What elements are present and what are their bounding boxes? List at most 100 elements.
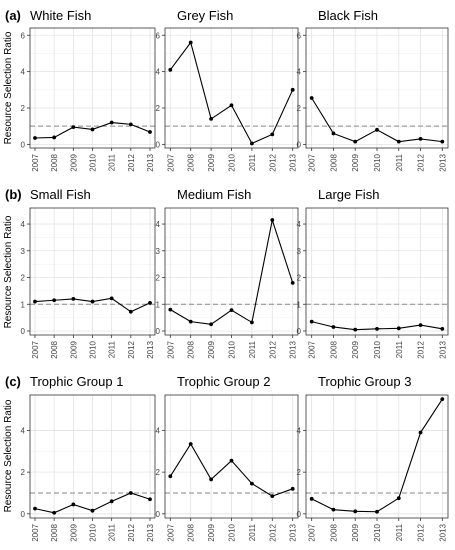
x-tick-label: 2012 — [127, 340, 136, 358]
x-tick-label: 2008 — [187, 523, 196, 541]
x-tick-label: 2012 — [417, 340, 426, 358]
data-point — [309, 319, 314, 324]
y-tick-label: 6 — [21, 31, 26, 40]
x-tick-label: 2011 — [395, 523, 404, 541]
y-tick-label: 0 — [156, 140, 161, 149]
data-point — [249, 141, 254, 146]
y-tick-label: 2 — [297, 104, 302, 113]
x-tick-label: 2012 — [127, 523, 136, 541]
data-point — [331, 325, 336, 329]
data-point — [90, 299, 95, 304]
data-point — [128, 309, 133, 314]
x-tick-label: 2011 — [108, 523, 117, 541]
data-point — [375, 127, 379, 132]
data-point — [418, 430, 423, 435]
panel-trophic-group-1: 0 2 4 2007 2008 2009 2010 2011 2012 2013 (c) Trophi… — [5, 374, 156, 542]
data-point — [128, 491, 133, 495]
x-tick-label: 2007 — [31, 340, 40, 358]
data-point — [396, 496, 401, 501]
row-label: (b) — [5, 187, 22, 202]
y-tick-label: 4 — [21, 220, 26, 229]
y-tick-label: 2 — [21, 104, 26, 113]
data-point — [440, 397, 445, 402]
data-point — [353, 509, 358, 514]
data-point — [148, 497, 152, 502]
x-tick-label: 2010 — [89, 523, 98, 541]
x-tick-label: 2008 — [329, 340, 338, 358]
panel-black-fish: 0 2 4 6 2007 2008 2009 2010 2011 2012 2013 Black Fi… — [297, 8, 449, 172]
data-point — [209, 322, 214, 327]
data-point — [418, 137, 423, 141]
panel-trophic-group-2: 0 2 4 2007 2008 2009 2010 2011 2012 2013 Trophic G… — [156, 374, 299, 542]
x-tick-label: 2012 — [268, 153, 277, 171]
data-point — [249, 481, 254, 486]
x-tick-label: 2008 — [50, 153, 59, 171]
y-tick-label: 6 — [156, 31, 161, 40]
y-tick-label: 4 — [156, 426, 161, 435]
data-point — [249, 320, 254, 325]
data-point — [168, 307, 173, 312]
x-tick-label: 2009 — [207, 153, 216, 171]
data-point — [168, 474, 173, 479]
y-tick-label: 2 — [156, 274, 161, 283]
panel-title: Small Fish — [30, 187, 91, 202]
y-tick-label: 4 — [297, 220, 302, 229]
x-tick-label: 2008 — [50, 340, 59, 358]
data-point — [109, 499, 114, 504]
y-tick-label: 4 — [156, 68, 161, 77]
y-tick-label: 6 — [297, 31, 302, 40]
x-tick-label: 2009 — [351, 153, 360, 171]
data-point — [71, 125, 76, 129]
y-tick-label: 3 — [156, 247, 161, 256]
x-tick-label: 2008 — [187, 153, 196, 171]
data-point — [396, 139, 401, 144]
data-point — [418, 323, 423, 328]
y-tick-label: 4 — [21, 426, 26, 435]
x-tick-label: 2008 — [50, 523, 59, 541]
y-tick-label: 3 — [297, 247, 302, 256]
data-point — [290, 486, 295, 491]
panel-trophic-group-3: 0 2 4 2007 2008 2009 2010 2011 2012 2013 Trophic G… — [297, 374, 449, 542]
data-point — [109, 296, 114, 301]
data-point — [33, 136, 37, 140]
panel-title: Large Fish — [318, 187, 379, 202]
x-tick-label: 2012 — [268, 523, 277, 541]
panel-grey-fish: 0 2 4 6 2007 2008 2009 2010 2011 2012 2013 Grey Fis… — [156, 8, 299, 172]
data-point — [270, 132, 275, 137]
x-tick-label: 2007 — [308, 340, 317, 358]
y-tick-label: 2 — [156, 104, 161, 113]
data-point — [52, 298, 57, 303]
x-tick-label: 2007 — [308, 523, 317, 541]
x-tick-label: 2008 — [329, 153, 338, 171]
y-tick-label: 2 — [21, 468, 26, 477]
y-axis-label: Resource Selection Ratio — [3, 31, 14, 144]
y-axis-label: Resource Selection Ratio — [3, 399, 14, 512]
data-point — [33, 299, 37, 304]
x-tick-label: 2012 — [127, 153, 136, 171]
x-tick-label: 2012 — [417, 523, 426, 541]
x-tick-label: 2013 — [146, 153, 155, 171]
data-point — [353, 327, 358, 332]
data-point — [440, 326, 445, 331]
x-tick-label: 2009 — [207, 523, 216, 541]
x-tick-label: 2013 — [146, 523, 155, 541]
x-tick-label: 2009 — [69, 340, 78, 358]
x-tick-label: 2010 — [373, 153, 382, 171]
y-tick-label: 2 — [21, 274, 26, 283]
row-label: (a) — [5, 8, 21, 23]
data-point — [52, 135, 57, 140]
x-tick-label: 2010 — [373, 340, 382, 358]
x-tick-label: 2007 — [31, 523, 40, 541]
y-tick-label: 4 — [297, 68, 302, 77]
x-tick-label: 2010 — [228, 340, 237, 358]
x-tick-label: 2010 — [228, 523, 237, 541]
data-point — [270, 494, 275, 499]
data-point — [209, 477, 214, 482]
y-tick-label: 2 — [297, 468, 302, 477]
y-tick-label: 0 — [21, 140, 26, 149]
data-point — [71, 502, 76, 507]
data-point — [309, 496, 314, 501]
data-point — [229, 308, 234, 313]
x-tick-label: 2011 — [395, 153, 404, 171]
